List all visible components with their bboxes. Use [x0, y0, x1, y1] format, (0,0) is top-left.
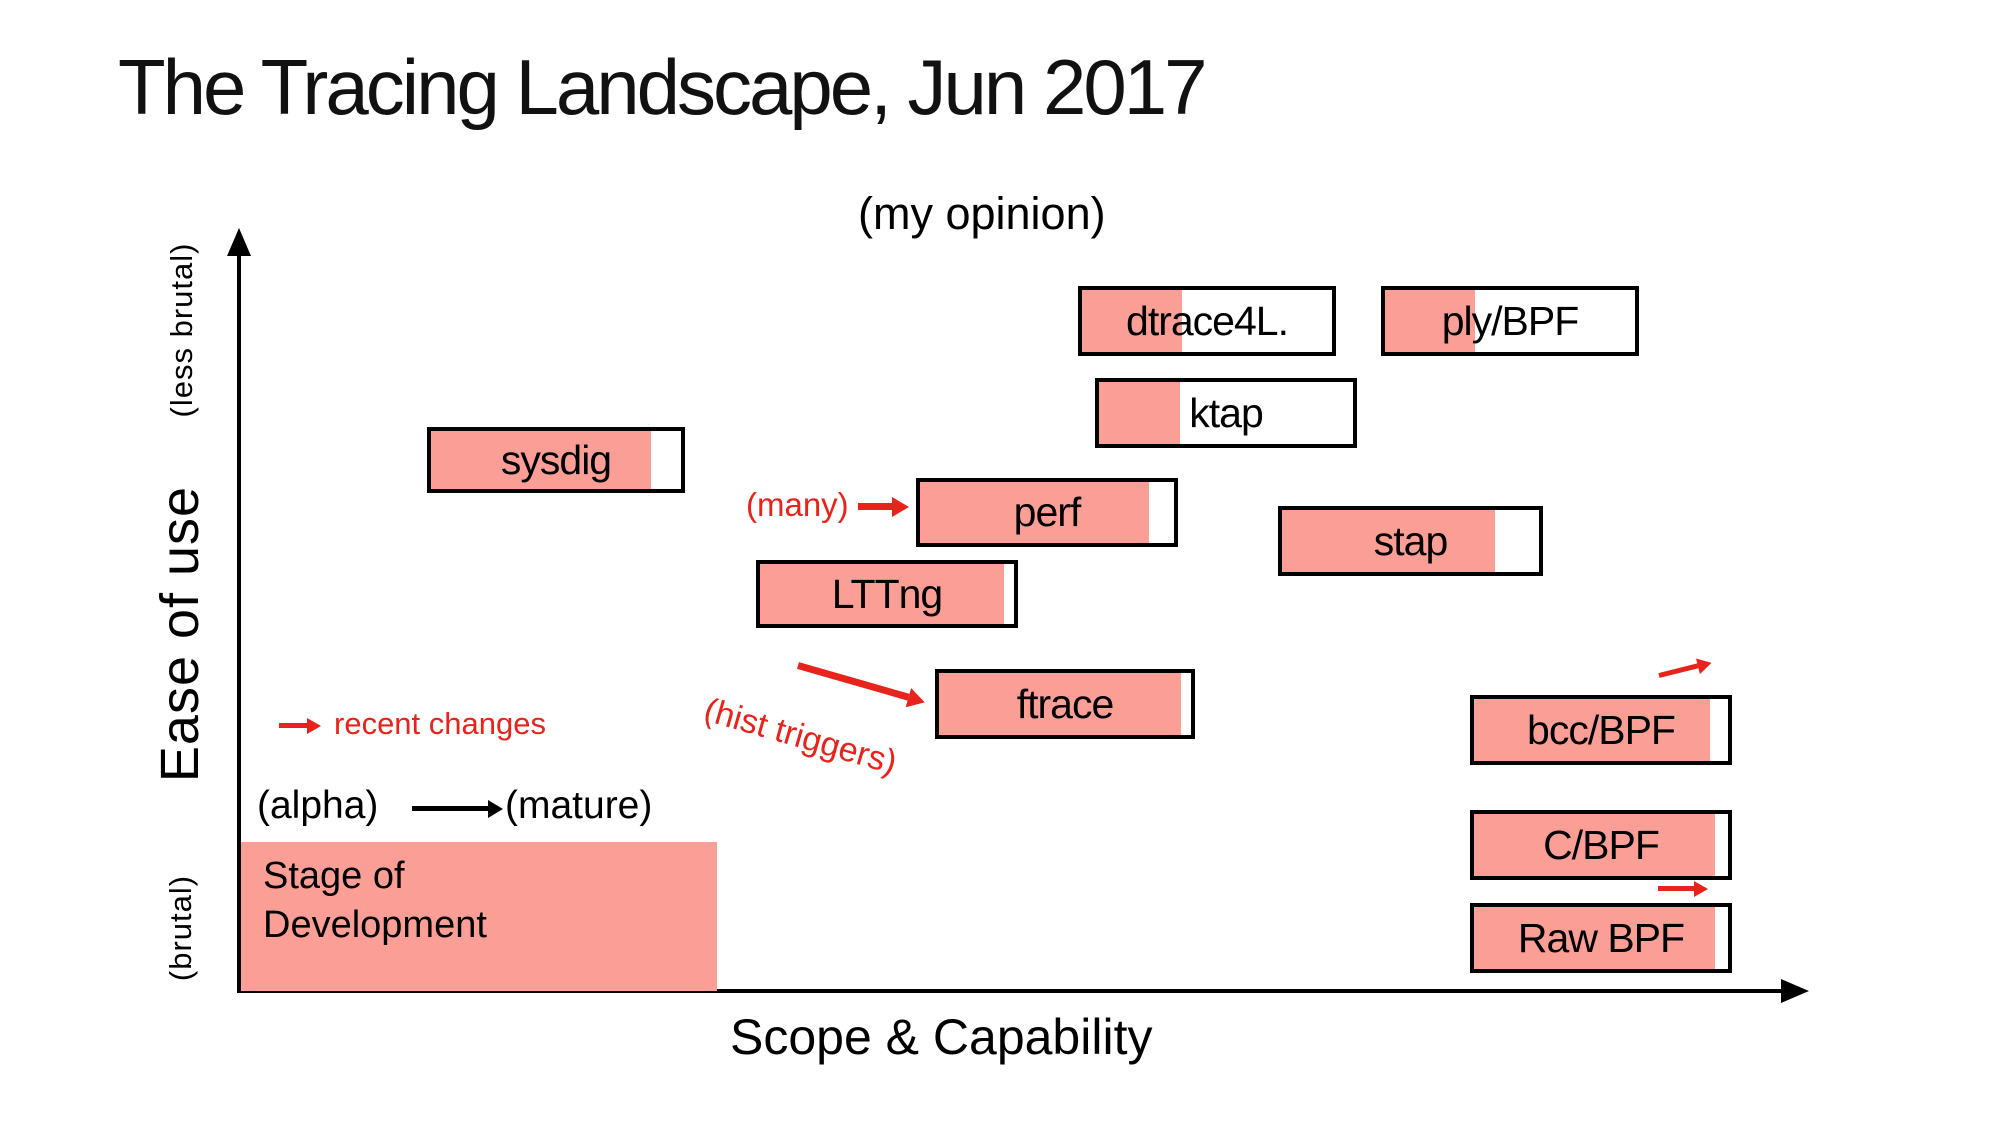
hist-triggers-annotation: (hist triggers) — [699, 690, 902, 782]
many-annotation: (many) — [746, 486, 849, 523]
tool-label-dtrace4l: dtrace4L. — [1126, 297, 1289, 344]
tool-box-sysdig: sysdig — [427, 427, 685, 493]
y-axis-line — [237, 248, 241, 993]
tool-box-c-bpf: C/BPF — [1470, 810, 1732, 880]
x-axis-arrowhead-icon — [1781, 979, 1809, 1003]
tool-box-lttng: LTTng — [756, 560, 1018, 628]
y-axis-label: Ease of use — [150, 485, 210, 783]
mature-label: (mature) — [505, 784, 653, 827]
stage-of-development-label: Stage of Development — [263, 855, 487, 946]
tool-box-raw-bpf: Raw BPF — [1470, 903, 1732, 973]
tool-label-sysdig: sysdig — [500, 436, 612, 483]
x-axis-label: Scope & Capability — [730, 1009, 1153, 1065]
many-arrow-icon — [858, 503, 892, 510]
tool-label-c-bpf: C/BPF — [1543, 821, 1660, 868]
y-axis-bottom-label: (brutal) — [163, 874, 198, 982]
tool-label-perf: perf — [1013, 489, 1082, 535]
maturity-fill-raw-bpf — [1474, 907, 1716, 969]
tool-box-ktap: ktap — [1095, 378, 1357, 448]
recent-change-arrow-bcc-bpf-icon — [1658, 663, 1699, 678]
maturity-fill-c-bpf — [1474, 814, 1716, 876]
y-axis-arrowhead-icon — [227, 228, 251, 256]
maturity-fill-ftrace — [939, 673, 1181, 735]
maturity-fill-perf — [920, 482, 1149, 543]
tool-box-perf: perf — [916, 478, 1178, 547]
page-title: The Tracing Landscape, Jun 2017 — [118, 43, 1207, 131]
maturity-fill-bcc-bpf — [1474, 699, 1711, 761]
maturity-fill-ply-bpf — [1385, 290, 1475, 352]
tool-label-stap: stap — [1373, 517, 1448, 564]
tool-label-raw-bpf: Raw BPF — [1517, 914, 1685, 961]
maturity-fill-dtrace4l — [1082, 290, 1182, 352]
tool-box-ftrace: ftrace — [935, 669, 1195, 739]
maturity-fill-lttng — [760, 564, 1004, 624]
tool-label-bcc-bpf: bcc/BPF — [1527, 706, 1676, 753]
maturity-fill-stap — [1282, 510, 1496, 572]
tool-box-stap: stap — [1278, 506, 1543, 576]
y-axis-top-label: (less brutal) — [164, 242, 199, 418]
recent-change-arrow-raw-bpf-icon — [1658, 886, 1694, 891]
tool-box-bcc-bpf: bcc/BPF — [1470, 695, 1732, 765]
stage-of-development-block: Stage of Development — [241, 842, 717, 991]
tool-label-lttng: LTTng — [831, 570, 943, 617]
recent-changes-legend-arrow-icon — [279, 723, 307, 728]
tool-label-ply-bpf: ply/BPF — [1441, 297, 1580, 344]
maturity-fill-ktap — [1099, 382, 1181, 444]
subtitle: (my opinion) — [858, 188, 1106, 239]
alpha-mature-arrow-icon — [412, 806, 488, 811]
alpha-label: (alpha) — [257, 784, 379, 827]
tool-label-ktap: ktap — [1189, 389, 1263, 436]
hist-triggers-arrow-icon — [797, 662, 910, 701]
tool-box-ply-bpf: ply/BPF — [1381, 286, 1639, 356]
tool-label-ftrace: ftrace — [1016, 680, 1115, 727]
tool-box-dtrace4l: dtrace4L. — [1078, 286, 1336, 356]
x-axis-line — [237, 989, 1785, 993]
recent-changes-legend-label: recent changes — [334, 706, 546, 741]
maturity-fill-sysdig — [431, 431, 651, 489]
